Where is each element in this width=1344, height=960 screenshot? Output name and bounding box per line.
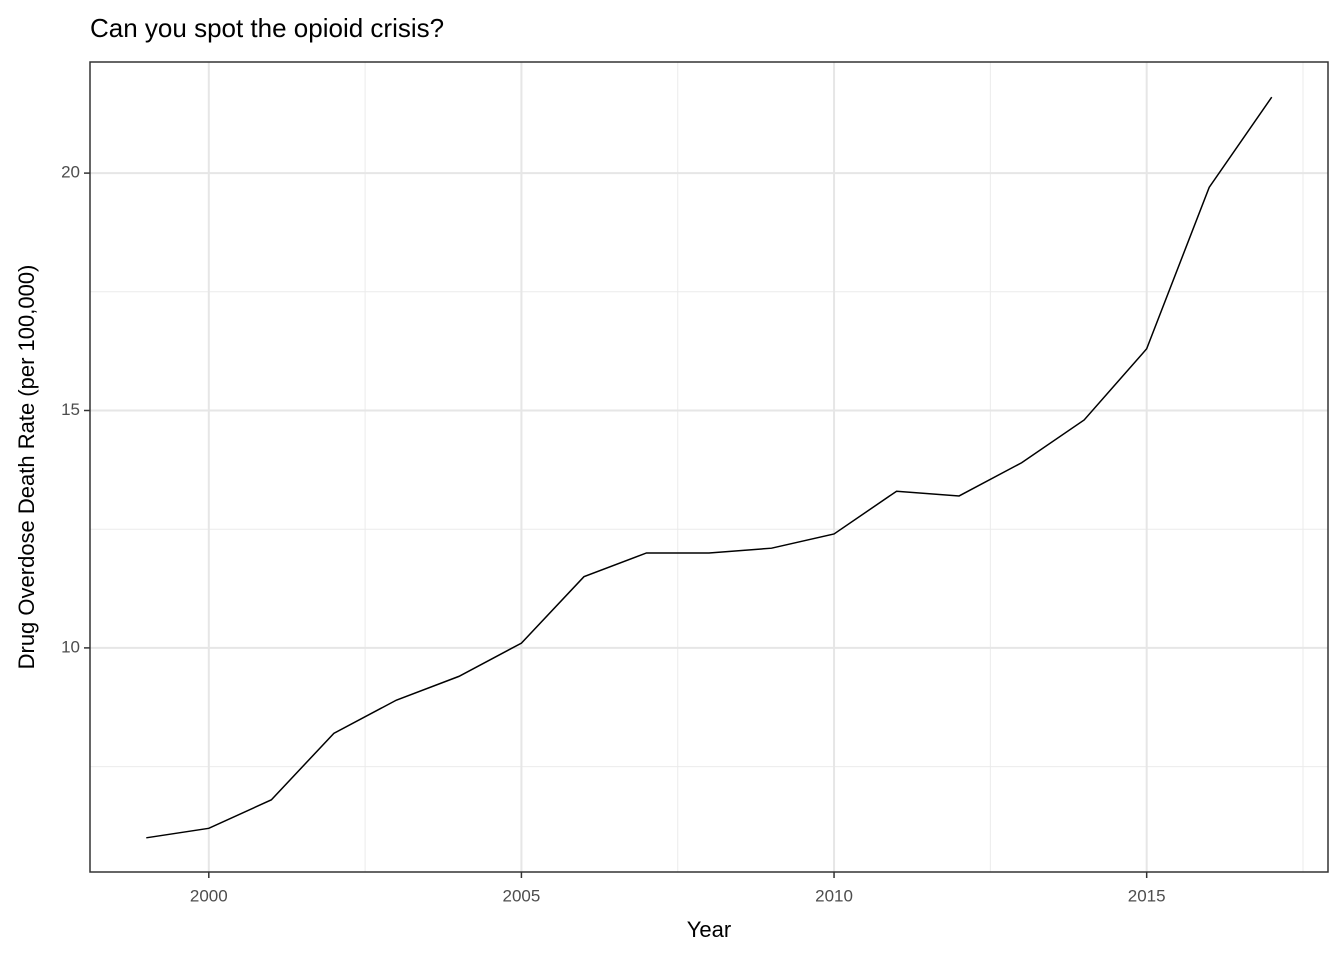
x-tick-label: 2010 bbox=[815, 886, 853, 905]
y-axis-title: Drug Overdose Death Rate (per 100,000) bbox=[14, 265, 39, 670]
x-tick-label: 2000 bbox=[190, 886, 228, 905]
y-tick-label: 20 bbox=[61, 163, 80, 182]
x-tick-label: 2015 bbox=[1128, 886, 1166, 905]
y-tick-label: 10 bbox=[61, 637, 80, 656]
chart-title: Can you spot the opioid crisis? bbox=[90, 13, 444, 43]
panel-border bbox=[89, 61, 1329, 873]
x-axis-title: Year bbox=[687, 917, 731, 942]
x-tick-label: 2005 bbox=[503, 886, 541, 905]
y-tick-label: 15 bbox=[61, 400, 80, 419]
data-line bbox=[146, 96, 1273, 839]
